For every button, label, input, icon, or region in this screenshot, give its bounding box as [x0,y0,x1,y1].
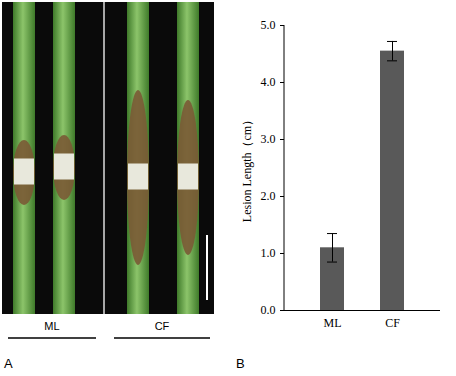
svg-text:5.0: 5.0 [261,18,276,32]
html-text:A: A [4,356,13,371]
svg-text:0.0: 0.0 [261,303,276,317]
svg-text:CF: CF [155,320,170,332]
svg-text:ML: ML [324,316,342,330]
svg-text:3.0: 3.0 [261,132,276,146]
svg-text:CF: CF [385,316,400,330]
svg-text:ML: ML [44,320,59,332]
svg-text:2.0: 2.0 [261,189,276,203]
html-text:B: B [236,356,245,371]
svg-text:1.0: 1.0 [261,246,276,260]
svg-text:Lesion Length（cm）: Lesion Length（cm） [240,114,254,222]
svg-text:4.0: 4.0 [261,75,276,89]
